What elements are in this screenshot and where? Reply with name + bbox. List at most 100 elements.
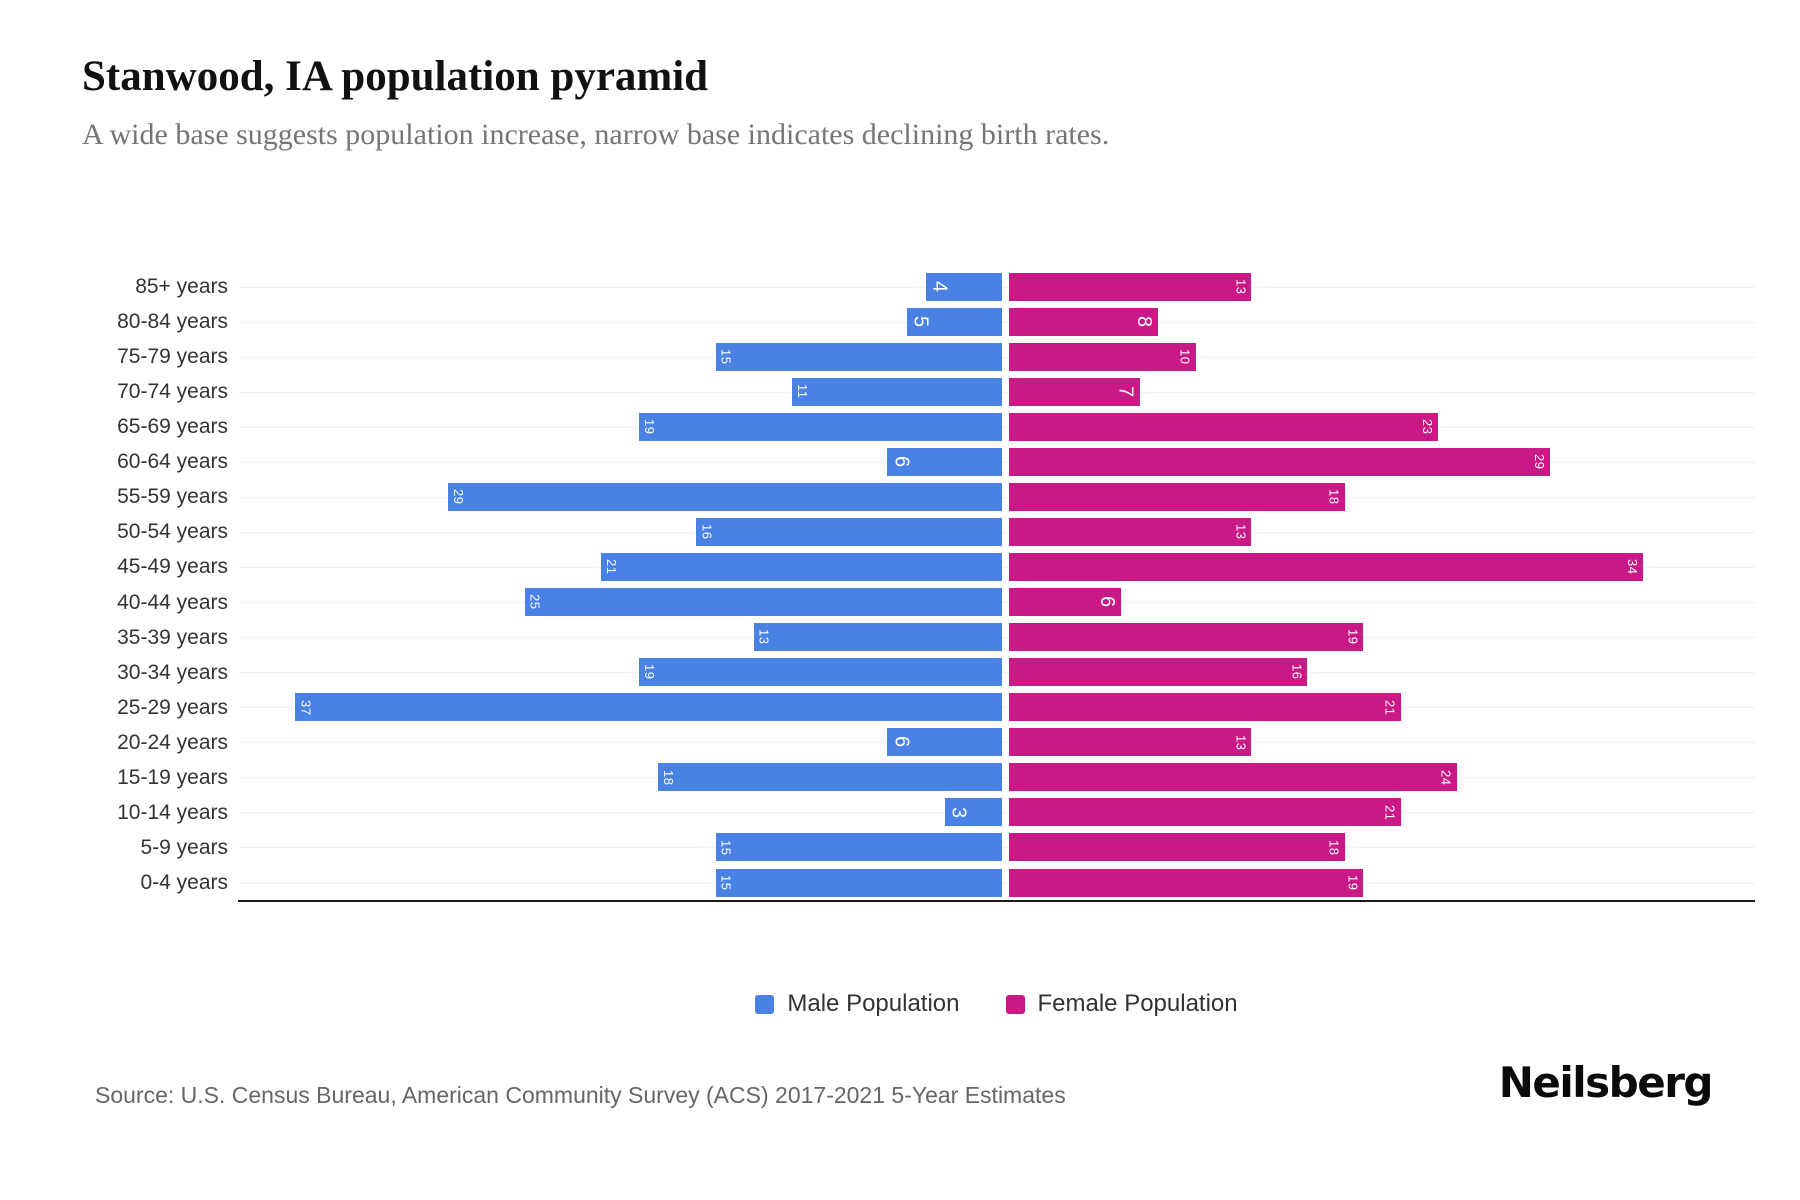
male-bar: 6 bbox=[887, 447, 1002, 476]
pyramid-row: 10-14 years 3 21 bbox=[0, 795, 1800, 830]
age-group-label: 15-19 years bbox=[117, 765, 228, 789]
female-value-label: 18 bbox=[1326, 489, 1342, 505]
male-value-label: 21 bbox=[603, 559, 619, 575]
legend-item-female[interactable]: Female Population bbox=[1005, 990, 1238, 1018]
female-bar: 6 bbox=[1009, 588, 1121, 617]
female-bar: 13 bbox=[1009, 728, 1252, 757]
male-bar: 29 bbox=[448, 482, 1002, 511]
male-value-label: 6 bbox=[890, 736, 913, 749]
male-bar: 19 bbox=[639, 658, 1002, 687]
female-bar: 7 bbox=[1009, 377, 1140, 406]
male-bar: 13 bbox=[753, 623, 1002, 652]
female-value-label: 18 bbox=[1326, 839, 1342, 856]
female-value-label: 16 bbox=[1289, 664, 1305, 680]
male-value-label: 5 bbox=[909, 315, 932, 328]
male-value-label: 4 bbox=[928, 280, 951, 293]
female-bar: 23 bbox=[1009, 412, 1438, 441]
female-bar: 18 bbox=[1009, 833, 1345, 862]
female-value-label: 6 bbox=[1095, 596, 1118, 608]
female-bar: 19 bbox=[1009, 868, 1364, 897]
legend-label-male: Male Population bbox=[787, 990, 960, 1017]
male-value-label: 3 bbox=[947, 806, 970, 819]
female-value-label: 8 bbox=[1133, 315, 1156, 328]
male-series-swatch-icon bbox=[755, 994, 775, 1014]
male-bar: 4 bbox=[925, 272, 1002, 301]
female-bar: 16 bbox=[1009, 658, 1308, 687]
pyramid-row: 60-64 years 6 29 bbox=[0, 444, 1800, 479]
male-bar: 15 bbox=[715, 342, 1002, 371]
male-bar: 37 bbox=[295, 693, 1002, 722]
male-bar: 15 bbox=[715, 868, 1002, 897]
pyramid-row: 85+ years 4 13 bbox=[0, 269, 1800, 304]
female-value-label: 19 bbox=[1345, 629, 1361, 645]
pyramid-row: 5-9 years 15 18 bbox=[0, 830, 1800, 865]
male-bar: 21 bbox=[600, 552, 1002, 581]
male-value-label: 18 bbox=[661, 769, 677, 786]
female-value-label: 10 bbox=[1177, 348, 1193, 365]
female-value-label: 21 bbox=[1382, 699, 1398, 715]
female-bar: 18 bbox=[1009, 482, 1345, 511]
male-bar: 11 bbox=[791, 377, 1002, 406]
age-group-label: 70-74 years bbox=[117, 380, 228, 404]
male-bar: 6 bbox=[887, 728, 1002, 757]
page-subtitle: A wide base suggests population increase… bbox=[82, 118, 1110, 151]
female-bar: 13 bbox=[1009, 272, 1252, 301]
pyramid-row: 50-54 years 16 13 bbox=[0, 514, 1800, 549]
age-group-label: 35-39 years bbox=[117, 625, 228, 649]
male-value-label: 6 bbox=[890, 456, 913, 468]
female-value-label: 29 bbox=[1531, 454, 1547, 470]
female-value-label: 34 bbox=[1625, 559, 1641, 575]
female-series-swatch-icon bbox=[1005, 994, 1025, 1014]
male-value-label: 15 bbox=[718, 348, 734, 365]
female-bar: 29 bbox=[1009, 447, 1550, 476]
female-value-label: 7 bbox=[1114, 385, 1137, 398]
female-value-label: 21 bbox=[1382, 804, 1398, 821]
pyramid-row: 45-49 years 21 34 bbox=[0, 549, 1800, 584]
age-group-label: 60-64 years bbox=[117, 450, 228, 474]
age-group-label: 0-4 years bbox=[140, 871, 228, 895]
pyramid-row: 20-24 years 6 13 bbox=[0, 725, 1800, 760]
male-value-label: 13 bbox=[756, 629, 772, 645]
male-value-label: 16 bbox=[699, 524, 715, 540]
pyramid-row: 25-29 years 37 21 bbox=[0, 690, 1800, 725]
female-value-label: 13 bbox=[1233, 524, 1249, 540]
chart-legend: Male Population Female Population bbox=[238, 990, 1755, 1018]
male-bar: 3 bbox=[944, 798, 1002, 827]
male-bar: 5 bbox=[906, 307, 1002, 336]
pyramid-row: 0-4 years 15 19 bbox=[0, 865, 1800, 900]
male-value-label: 19 bbox=[642, 419, 658, 435]
male-value-label: 15 bbox=[718, 874, 734, 891]
age-group-label: 25-29 years bbox=[117, 695, 228, 719]
age-group-label: 85+ years bbox=[135, 275, 228, 298]
male-bar: 16 bbox=[696, 517, 1002, 546]
brand-logo: Neilsberg bbox=[1498, 1058, 1714, 1107]
x-axis-baseline bbox=[238, 900, 1755, 903]
age-group-label: 45-49 years bbox=[117, 555, 228, 579]
pyramid-row: 55-59 years 29 18 bbox=[0, 479, 1800, 514]
male-bar: 19 bbox=[639, 412, 1002, 441]
age-group-label: 50-54 years bbox=[117, 520, 228, 544]
legend-item-male[interactable]: Male Population bbox=[755, 990, 960, 1018]
female-bar: 24 bbox=[1009, 763, 1457, 792]
pyramid-row: 70-74 years 11 7 bbox=[0, 374, 1800, 409]
female-bar: 34 bbox=[1009, 552, 1644, 581]
male-value-label: 25 bbox=[527, 594, 543, 610]
female-bar: 8 bbox=[1009, 307, 1159, 336]
female-bar: 13 bbox=[1009, 517, 1252, 546]
female-bar: 21 bbox=[1009, 798, 1401, 827]
age-group-label: 75-79 years bbox=[117, 345, 228, 369]
page-title: Stanwood, IA population pyramid bbox=[82, 53, 709, 100]
age-group-label: 10-14 years bbox=[117, 800, 228, 824]
female-value-label: 24 bbox=[1438, 769, 1454, 786]
legend-label-female: Female Population bbox=[1037, 990, 1238, 1017]
female-value-label: 13 bbox=[1233, 734, 1249, 751]
age-group-label: 55-59 years bbox=[117, 485, 228, 509]
pyramid-row: 35-39 years 13 19 bbox=[0, 620, 1800, 655]
female-value-label: 19 bbox=[1345, 874, 1361, 891]
age-group-label: 30-34 years bbox=[117, 660, 228, 684]
age-group-label: 40-44 years bbox=[117, 590, 228, 614]
age-group-label: 80-84 years bbox=[117, 310, 228, 334]
male-value-label: 11 bbox=[794, 384, 810, 399]
pyramid-row: 40-44 years 25 6 bbox=[0, 585, 1800, 620]
male-value-label: 29 bbox=[451, 489, 467, 505]
